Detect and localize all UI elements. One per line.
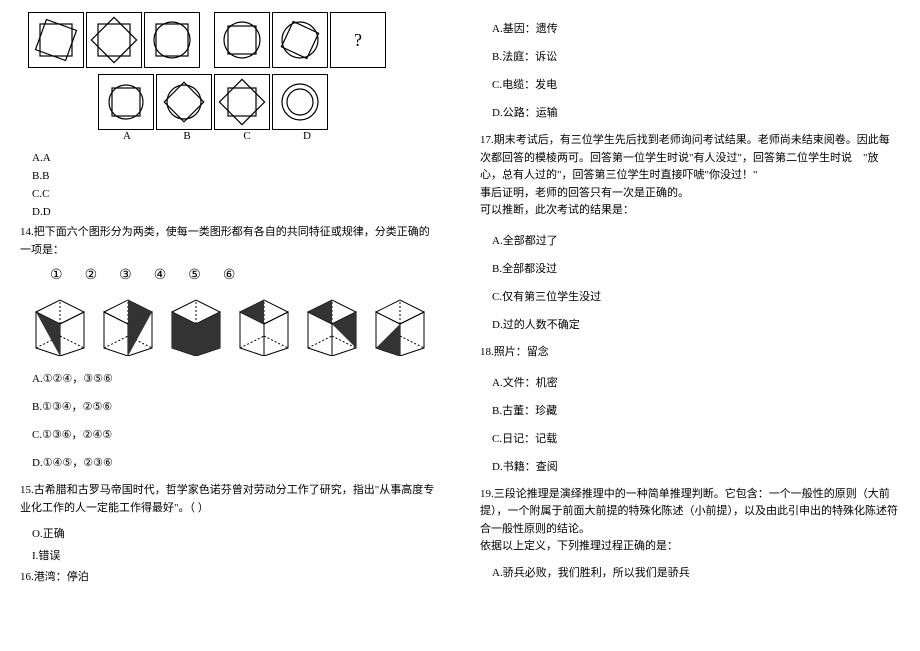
cube-2	[98, 294, 156, 356]
ans-cell-B	[156, 74, 212, 130]
ans-cell-C	[214, 74, 270, 130]
q13-figure: ? A B C D	[28, 12, 440, 142]
cube-4	[234, 294, 292, 356]
ans-label: A	[98, 130, 156, 142]
q14-opt-B: B.①③④，②⑤⑥	[32, 398, 440, 414]
seq-cell-1	[28, 12, 84, 68]
q14-opt-D: D.①④⑤，②③⑥	[32, 454, 440, 470]
left-column: ? A B C D A.A B.B C.C D.D 14.把下面	[0, 0, 460, 651]
ans-cell-D	[272, 74, 328, 130]
q17-opt-A: A.全部都过了	[492, 232, 900, 248]
q16-opt-C: C.电缆：发电	[492, 76, 900, 92]
q15-opt-I: I.错误	[32, 547, 440, 563]
q16-stem: 16.港湾：停泊	[20, 569, 440, 587]
q13-opt-B: B.B	[32, 170, 440, 182]
q13-opt-D: D.D	[32, 206, 440, 218]
q14-opt-A: A.①②④，③⑤⑥	[32, 370, 440, 386]
q17-opt-B: B.全部都没过	[492, 260, 900, 276]
q14-labels: ① ② ③ ④ ⑤ ⑥	[50, 267, 440, 284]
ans-label: B	[158, 130, 216, 142]
q17-stem: 17.期末考试后，有三位学生先后找到老师询问考试结果。老师尚未结束阅卷。因此每次…	[480, 132, 900, 220]
q14-opt-C: C.①③⑥，②④⑤	[32, 426, 440, 442]
q13-opt-C: C.C	[32, 188, 440, 200]
seq-cell-2	[86, 12, 142, 68]
ans-cell-A	[98, 74, 154, 130]
q18-stem: 18.照片：留念	[480, 344, 900, 362]
q17-opt-D: D.过的人数不确定	[492, 316, 900, 332]
q18-opt-A: A.文件：机密	[492, 374, 900, 390]
question-mark: ?	[354, 30, 362, 51]
q14-cubes	[30, 294, 440, 356]
cube-5	[302, 294, 360, 356]
seq-cell-4	[214, 12, 270, 68]
q16-opt-B: B.法庭：诉讼	[492, 48, 900, 64]
seq-cell-6: ?	[330, 12, 386, 68]
q17-opt-C: C.仅有第三位学生没过	[492, 288, 900, 304]
seq-cell-5	[272, 12, 328, 68]
q19-opt-A: A.骄兵必败，我们胜利，所以我们是骄兵	[492, 564, 900, 580]
q19-stem: 19.三段论推理是演绎推理中的一种简单推理判断。它包含：一个一般性的原则（大前提…	[480, 486, 900, 556]
cube-3	[166, 294, 224, 356]
q18-opt-C: C.日记：记载	[492, 430, 900, 446]
seq-cell-3	[144, 12, 200, 68]
ans-label: D	[278, 130, 336, 142]
q16-opt-D: D.公路：运输	[492, 104, 900, 120]
q15-stem: 15.古希腊和古罗马帝国时代，哲学家色诺芬曾对劳动分工作了研究，指出"从事高度专…	[20, 482, 440, 517]
q16-opt-A: A.基因：遗传	[492, 20, 900, 36]
ans-label: C	[218, 130, 276, 142]
q14-stem: 14.把下面六个图形分为两类，使每一类图形都有各自的共同特征或规律，分类正确的一…	[20, 224, 440, 259]
cube-6	[370, 294, 428, 356]
cube-1	[30, 294, 88, 356]
q15-opt-O: O.正确	[32, 525, 440, 541]
right-column: A.基因：遗传 B.法庭：诉讼 C.电缆：发电 D.公路：运输 17.期末考试后…	[460, 0, 920, 651]
q13-opt-A: A.A	[32, 152, 440, 164]
q18-opt-D: D.书籍：查阅	[492, 458, 900, 474]
q18-opt-B: B.古董：珍藏	[492, 402, 900, 418]
